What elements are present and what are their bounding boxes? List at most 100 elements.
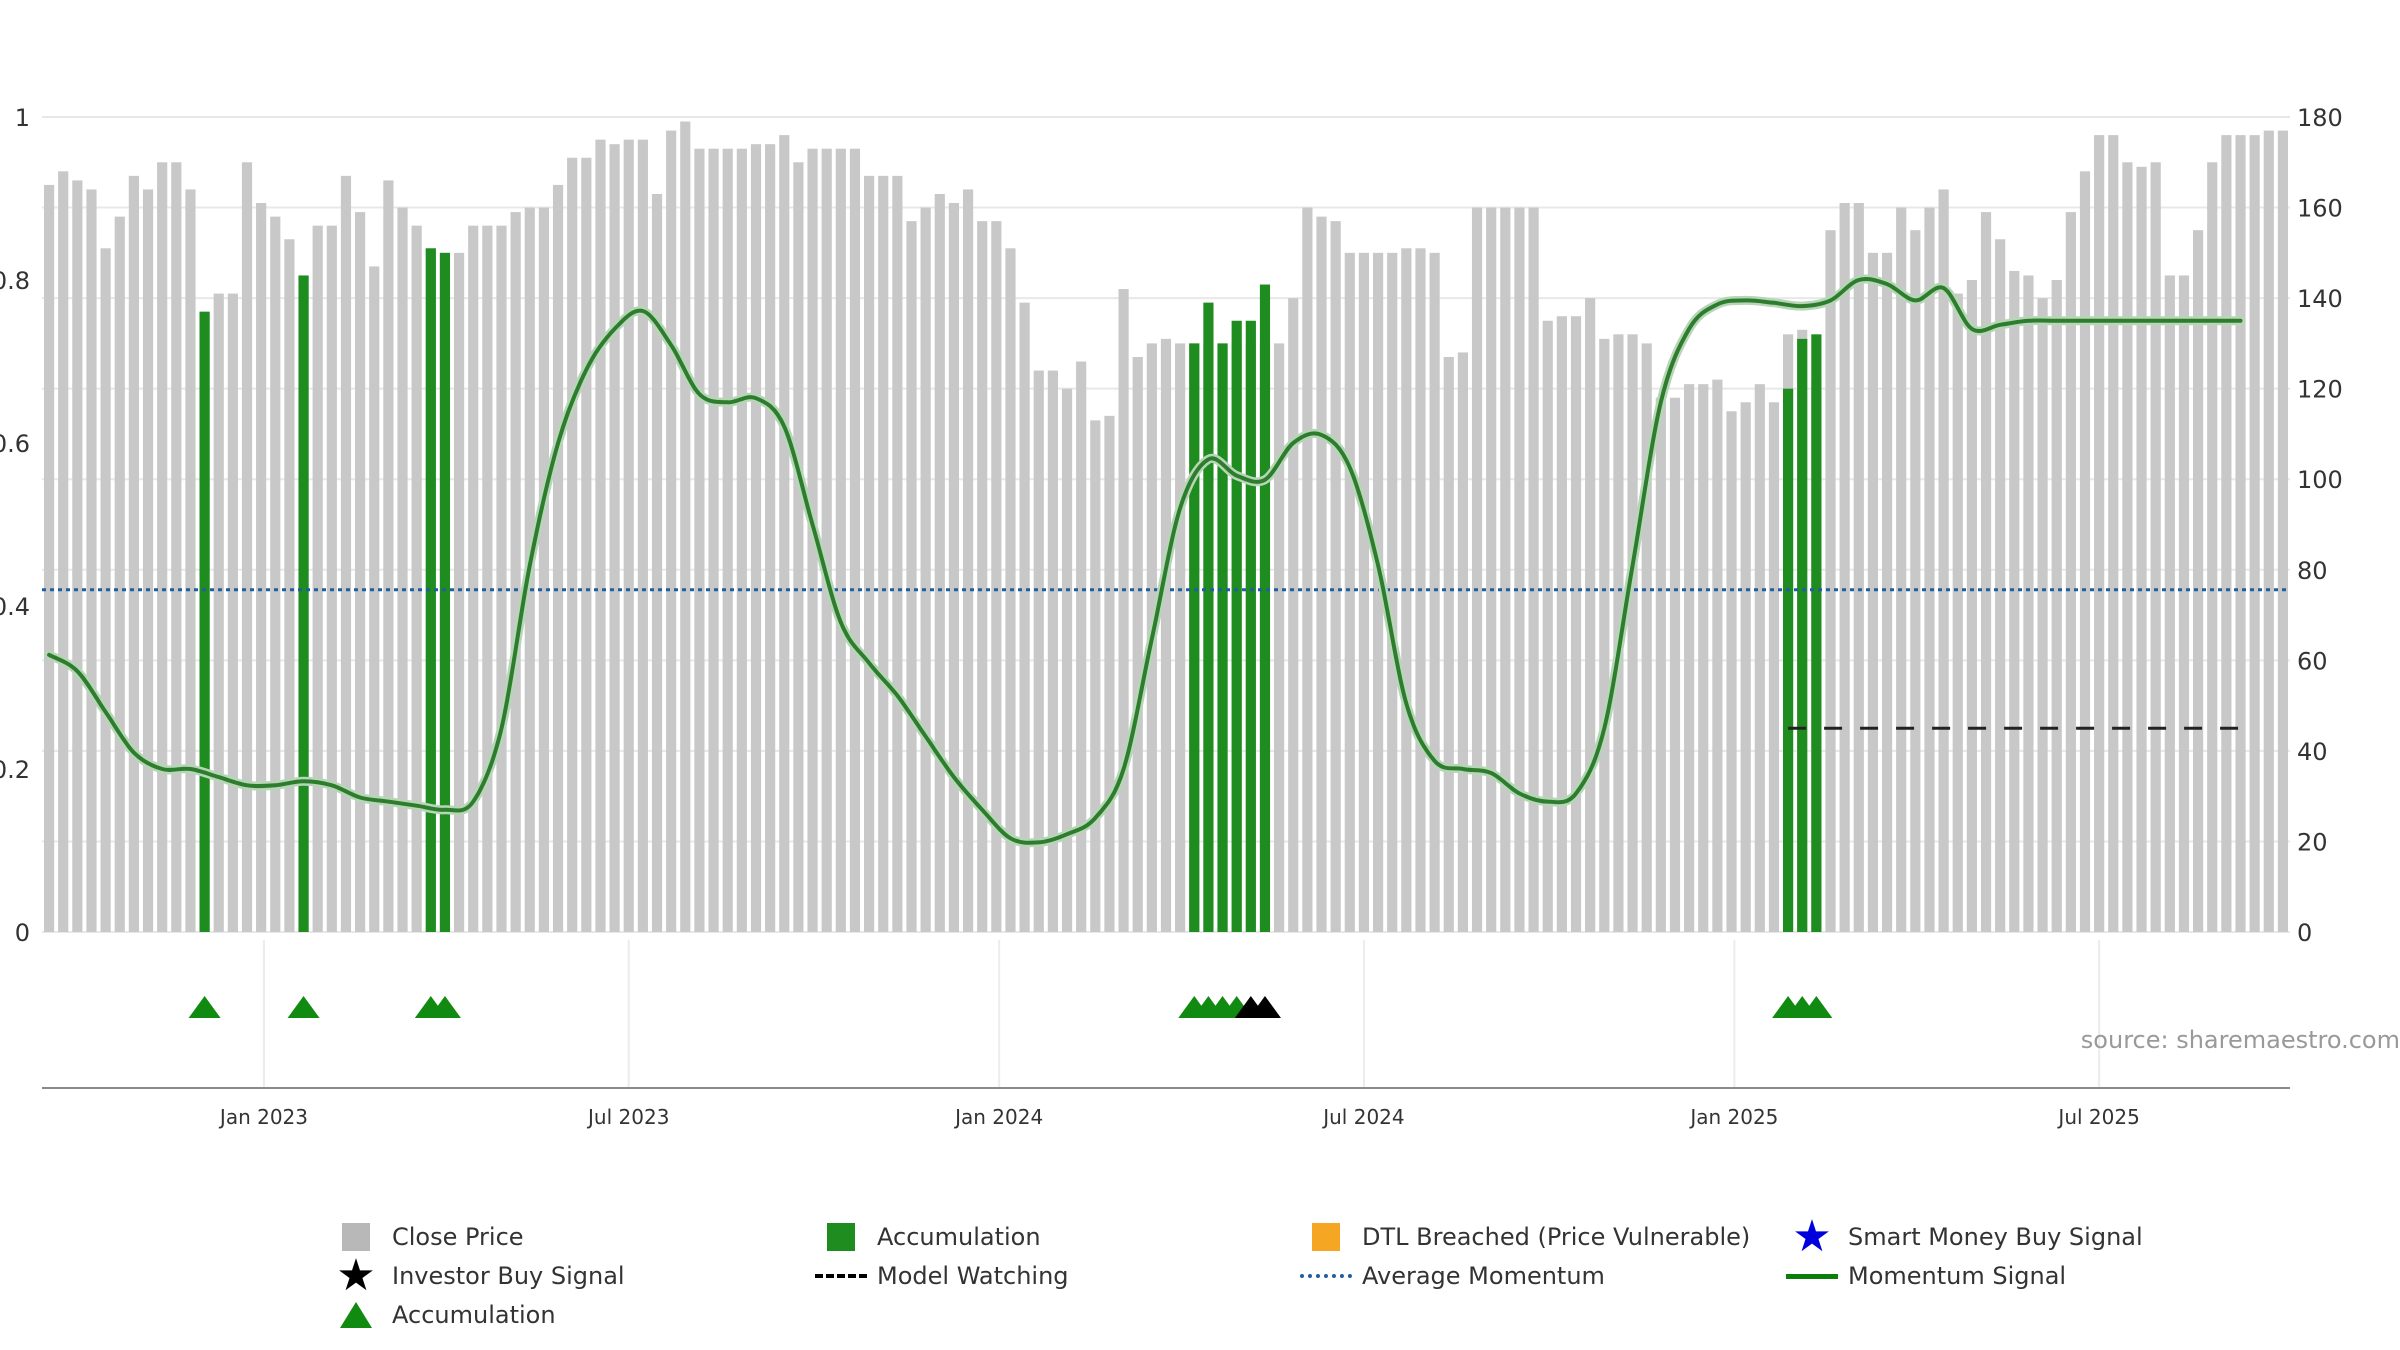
close-price-bar bbox=[142, 189, 154, 932]
close-price-bar bbox=[1952, 293, 1963, 932]
close-price-bar bbox=[2221, 135, 2232, 933]
close-price-bar bbox=[1486, 207, 1497, 933]
close-price-bar bbox=[2122, 162, 2133, 932]
close-price-bar bbox=[58, 171, 69, 933]
close-price-bar bbox=[962, 189, 974, 932]
close-price-bar bbox=[1684, 384, 1695, 932]
accumulation-marker bbox=[1248, 996, 1281, 1018]
close-price-bar bbox=[1344, 252, 1355, 933]
close-price-bar bbox=[722, 148, 733, 932]
x-axis-tick-label: Jul 2024 bbox=[1321, 1105, 1404, 1129]
close-price-bar bbox=[397, 207, 408, 933]
close-price-bar bbox=[1047, 370, 1058, 932]
close-price-bar bbox=[411, 225, 422, 932]
close-price-bar bbox=[623, 139, 634, 932]
close-price-bar bbox=[100, 248, 111, 933]
close-price-bar bbox=[651, 193, 663, 932]
left-axis-tick-label: 0.4 bbox=[0, 593, 30, 621]
accumulation-markers bbox=[188, 996, 1833, 1018]
right-axis-tick-label: 80 bbox=[2297, 557, 2328, 585]
close-price-bar bbox=[736, 148, 747, 932]
close-price-bar bbox=[1330, 221, 1341, 932]
close-price-bar bbox=[1019, 302, 1030, 932]
accumulation-marker bbox=[287, 996, 320, 1018]
close-price-bar bbox=[2249, 135, 2260, 933]
close-price-bar bbox=[2150, 162, 2161, 932]
source-label: source: sharemaestro.com bbox=[2081, 1026, 2400, 1054]
accumulation-bar bbox=[1245, 320, 1256, 932]
close-price-bar bbox=[1316, 216, 1327, 933]
close-price-bar bbox=[1995, 239, 2006, 932]
close-price-bar bbox=[213, 293, 224, 932]
close-price-bar bbox=[1740, 402, 1751, 932]
accumulation-bar bbox=[1217, 343, 1228, 932]
close-price-bar bbox=[1655, 397, 1666, 932]
accumulation-bars bbox=[199, 248, 1822, 933]
close-price-bar bbox=[538, 207, 550, 933]
close-price-bar bbox=[864, 175, 875, 933]
close-price-bar bbox=[1570, 316, 1582, 932]
close-price-bar bbox=[1754, 384, 1765, 932]
close-price-bar bbox=[2207, 162, 2218, 932]
close-price-bar bbox=[270, 216, 281, 933]
accumulation-bar bbox=[439, 252, 451, 933]
close-price-bar bbox=[835, 148, 846, 932]
close-price-bar bbox=[86, 189, 97, 932]
close-price-bar bbox=[2164, 275, 2175, 932]
right-axis-tick-label: 40 bbox=[2297, 738, 2328, 766]
close-price-bar bbox=[2009, 270, 2020, 932]
close-price-bar bbox=[128, 175, 139, 933]
close-price-bar bbox=[920, 207, 931, 933]
close-price-bar bbox=[1302, 207, 1313, 933]
close-price-bar bbox=[1457, 352, 1468, 932]
close-price-bar bbox=[1061, 388, 1073, 933]
accumulation-bar bbox=[298, 275, 309, 932]
close-price-bar bbox=[1881, 252, 1893, 933]
close-price-bar bbox=[1825, 230, 1836, 932]
right-axis-tick-label: 20 bbox=[2297, 828, 2328, 856]
left-axis-tick-label: 0 bbox=[15, 919, 30, 947]
close-price-bar bbox=[2136, 166, 2147, 933]
close-price-bar bbox=[72, 180, 83, 932]
close-price-bar bbox=[227, 293, 238, 932]
left-axis-tick-label: 0.2 bbox=[0, 756, 30, 784]
close-price-bar bbox=[312, 225, 323, 932]
close-price-bar bbox=[2079, 171, 2091, 933]
close-price-bar bbox=[849, 148, 861, 932]
close-price-bar bbox=[1358, 252, 1370, 933]
left-axis-tick-label: 0.8 bbox=[0, 267, 30, 295]
x-axis-tick-label: Jan 2025 bbox=[1688, 1105, 1778, 1129]
close-price-bar bbox=[241, 162, 253, 932]
close-price-bar bbox=[991, 221, 1002, 932]
close-price-bar bbox=[1443, 356, 1454, 932]
close-price-bar bbox=[1712, 379, 1723, 933]
close-price-bar bbox=[2051, 280, 2062, 932]
close-price-bar bbox=[1528, 207, 1539, 933]
close-price-bar bbox=[821, 148, 832, 932]
close-price-bar bbox=[1090, 420, 1101, 932]
accumulation-bar bbox=[1189, 343, 1200, 932]
close-price-bars bbox=[43, 121, 2289, 933]
close-price-bar bbox=[595, 139, 606, 932]
close-price-bar bbox=[1698, 384, 1709, 932]
close-price-bar bbox=[1599, 338, 1610, 933]
close-price-bar bbox=[1160, 338, 1172, 933]
close-price-bar bbox=[1585, 298, 1596, 933]
close-price-bar bbox=[1471, 207, 1483, 933]
accumulation-marker bbox=[1800, 996, 1833, 1018]
x-axis-tick-label: Jan 2024 bbox=[953, 1105, 1043, 1129]
close-price-bar bbox=[1966, 280, 1977, 932]
accumulation-bar bbox=[1259, 284, 1271, 932]
accumulation-bar bbox=[1811, 334, 1822, 932]
accumulation-bar bbox=[1203, 302, 1214, 932]
accumulation-bar bbox=[1231, 320, 1242, 932]
momentum-signal-line bbox=[47, 277, 2243, 845]
close-price-bar bbox=[326, 225, 337, 932]
close-price-bar bbox=[1726, 411, 1737, 932]
close-price-bar bbox=[1429, 252, 1440, 933]
close-price-bar bbox=[383, 180, 394, 932]
close-price-bar bbox=[1387, 252, 1398, 933]
close-price-bar bbox=[694, 148, 705, 932]
close-price-bar bbox=[1401, 248, 1412, 933]
close-price-bar bbox=[256, 203, 267, 932]
